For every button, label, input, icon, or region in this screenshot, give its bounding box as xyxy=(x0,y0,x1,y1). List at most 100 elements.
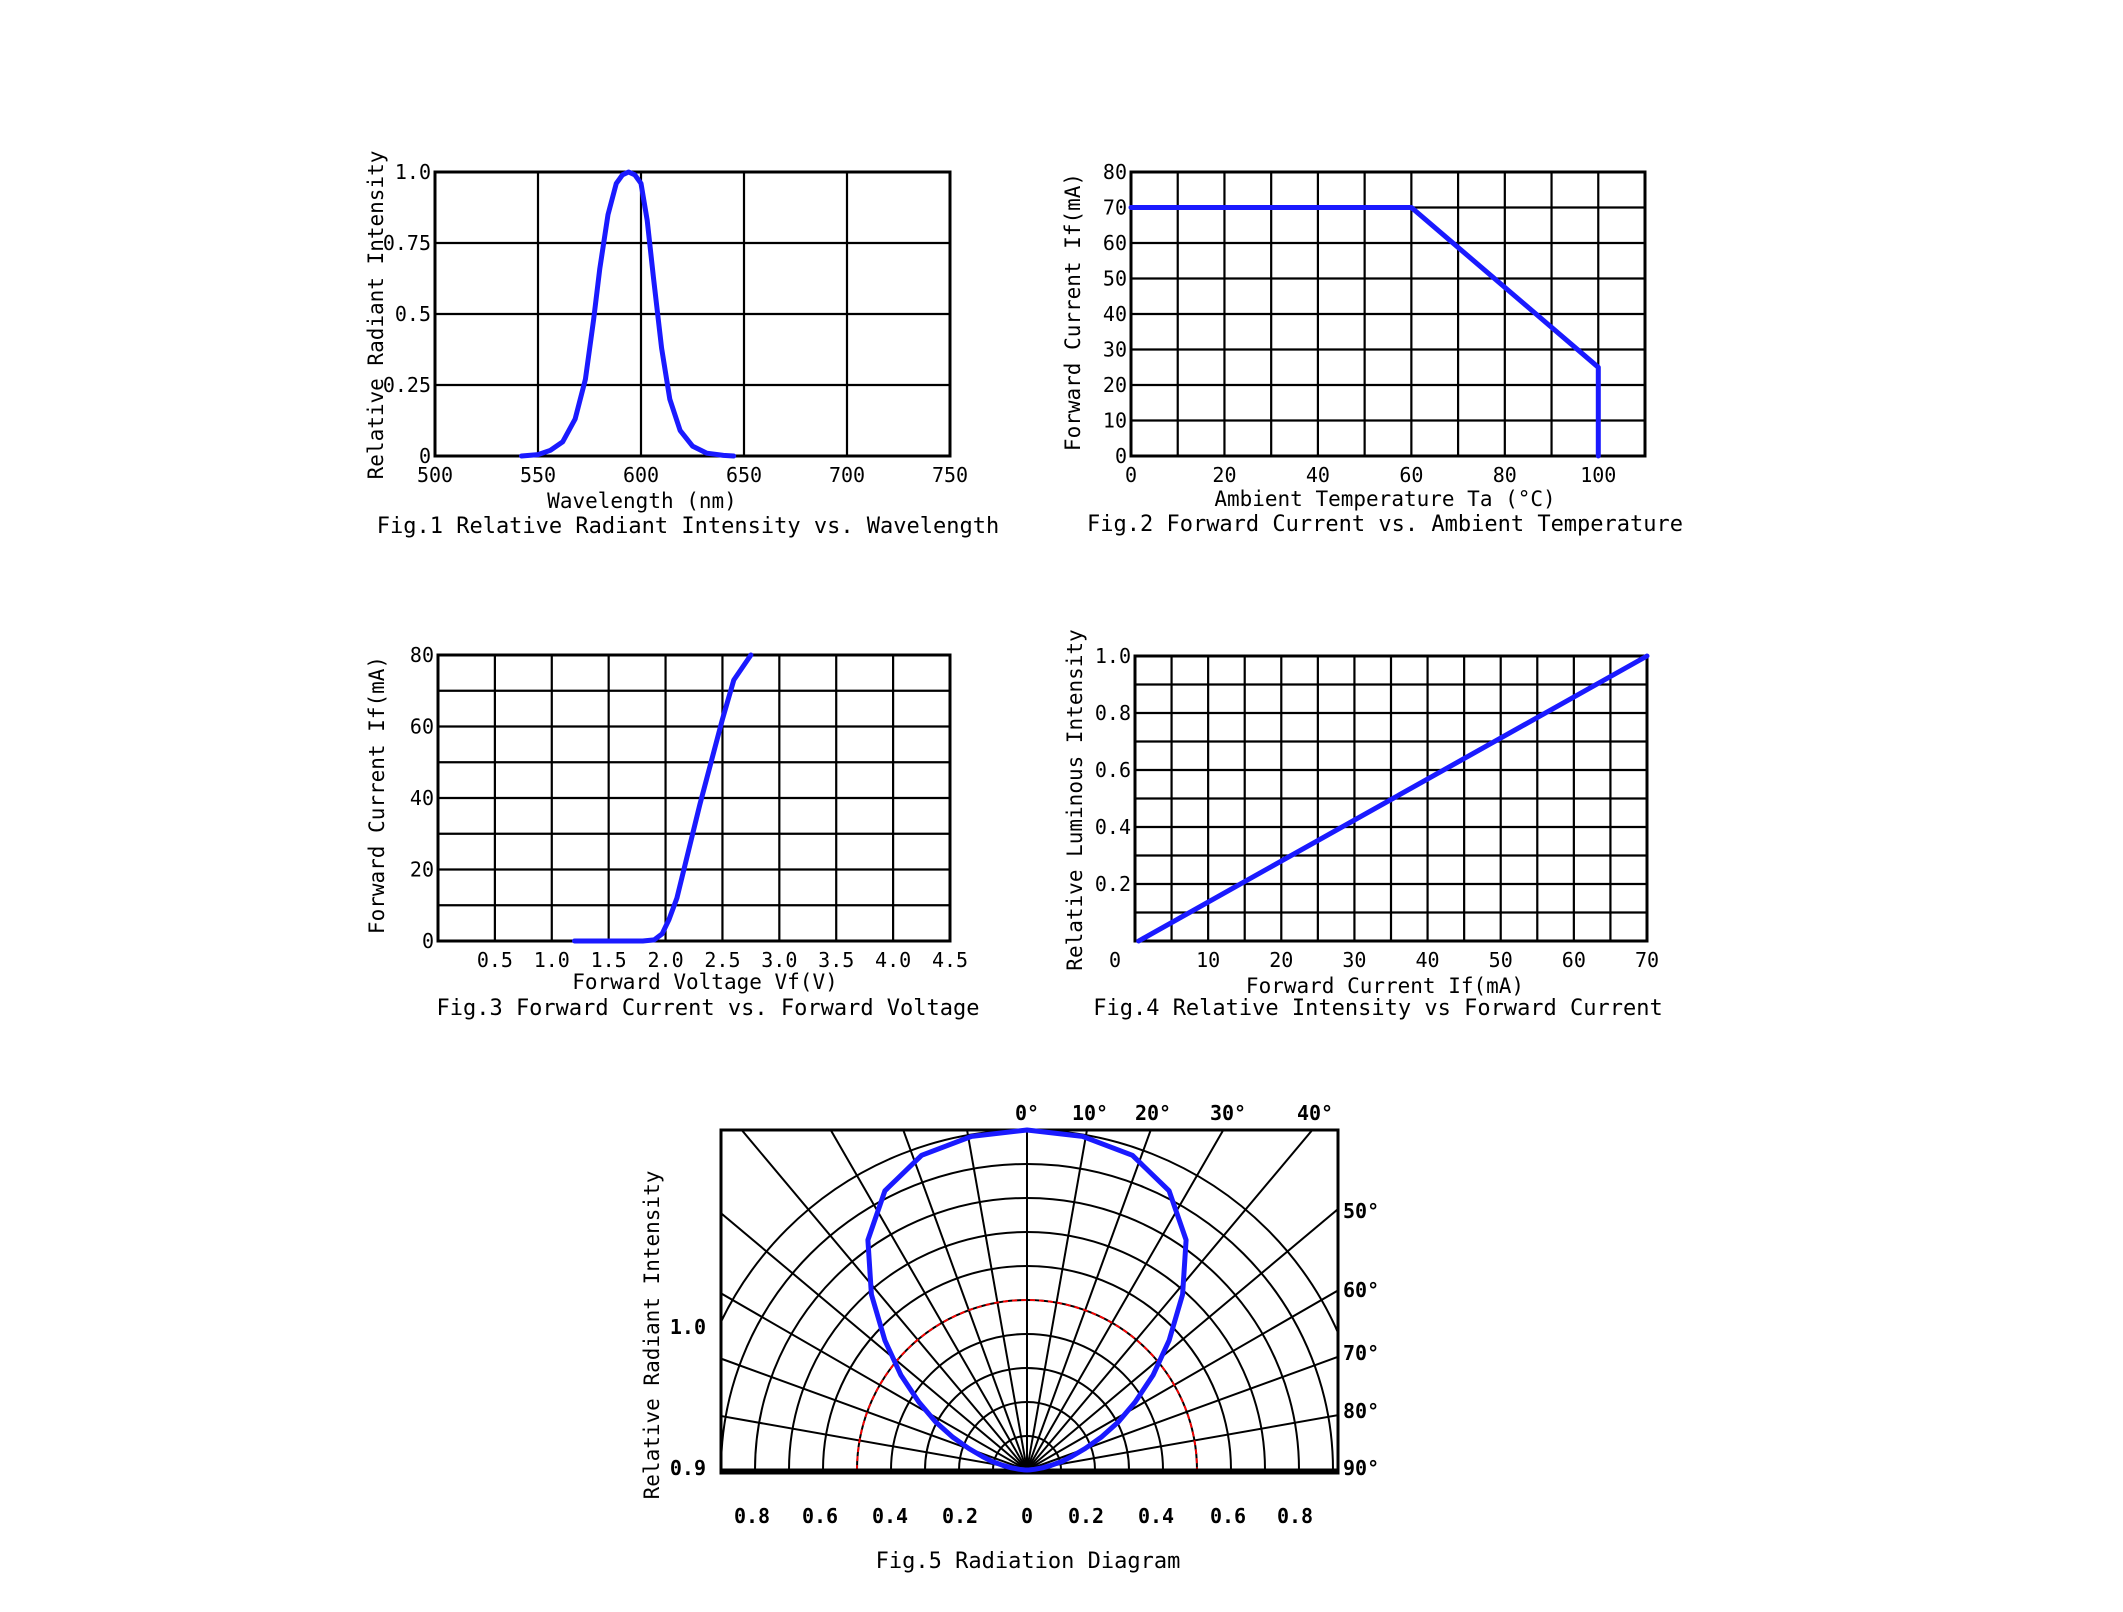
fig1-grid xyxy=(433,170,952,458)
fig5-angle-label: 20° xyxy=(1135,1101,1171,1125)
fig5-angle-label: 90° xyxy=(1343,1456,1379,1480)
fig2-ytick-label: 60 xyxy=(1103,231,1127,255)
fig2-ytick-label: 10 xyxy=(1103,409,1127,433)
fig5-radius-label: 0.6 xyxy=(1210,1504,1246,1528)
fig1-curve xyxy=(519,169,737,459)
fig4-curve xyxy=(1136,653,1650,944)
fig4-chart: 0 10 20 30 40 50 60 70 0.2 0.4 0.6 0.8 1.0 Forward C… xyxy=(1063,629,1663,1021)
fig3-caption: Fig.3 Forward Current vs. Forward Voltag… xyxy=(436,996,979,1021)
fig4-tick-labels: 0 10 20 30 40 50 60 70 0.2 0.4 0.6 0.8 1.0 xyxy=(1095,644,1659,972)
fig3-chart: 0.5 1.0 1.5 2.0 2.5 3.0 3.5 4.0 4.5 0 20 40 60 80 For… xyxy=(365,643,980,1021)
fig3-curve xyxy=(572,652,754,944)
fig1-ylabel: Relative Radiant Intensity xyxy=(364,151,388,480)
fig2-xtick-label: 100 xyxy=(1580,463,1616,487)
fig5-radius-label: 0.4 xyxy=(1138,1504,1174,1528)
fig2-ytick-label: 40 xyxy=(1103,302,1127,326)
fig5-spoke xyxy=(721,1357,1028,1471)
fig5-angle-label: 10° xyxy=(1072,1101,1108,1125)
fig1-xtick-label: 650 xyxy=(726,463,762,487)
fig1-caption: Fig.1 Relative Radiant Intensity vs. Wav… xyxy=(377,514,1000,539)
fig5-spoke xyxy=(1026,1130,1225,1471)
fig3-xtick-label: 3.0 xyxy=(761,948,797,972)
fig5-angle-label: 0° xyxy=(1015,1101,1039,1125)
fig5-spoke xyxy=(721,1211,1028,1471)
fig2-ytick-label: 30 xyxy=(1103,338,1127,362)
fig5-angle-label: 30° xyxy=(1210,1101,1246,1125)
fig4-frame xyxy=(1133,654,1649,943)
fig3-tick-labels: 0.5 1.0 1.5 2.0 2.5 3.0 3.5 4.0 4.5 0 20 40 60 80 xyxy=(410,643,968,972)
fig2-curve xyxy=(1128,205,1601,459)
fig5-angle-label: 70° xyxy=(1343,1341,1379,1365)
fig2-ytick-label: 50 xyxy=(1103,267,1127,291)
fig5-angle-label: 50° xyxy=(1343,1199,1379,1223)
fig2-xtick-label: 0 xyxy=(1125,463,1137,487)
fig2-ytick-label: 20 xyxy=(1103,373,1127,397)
fig5-polar-grid xyxy=(721,1130,1338,1472)
fig3-xtick-label: 3.5 xyxy=(818,948,854,972)
fig3-ytick-label: 80 xyxy=(410,643,434,667)
fig5-left-label: 1.0 xyxy=(670,1315,706,1339)
fig5-spoke xyxy=(1026,1207,1338,1471)
fig2-xtick-label: 20 xyxy=(1212,463,1236,487)
fig5-spoke xyxy=(829,1130,1028,1471)
fig3-xtick-label: 0.5 xyxy=(477,948,513,972)
fig1-xtick-label: 700 xyxy=(829,463,865,487)
fig3-grid xyxy=(436,653,952,943)
fig2-xtick-label: 80 xyxy=(1493,463,1517,487)
fig5-curve xyxy=(865,1127,1189,1473)
fig1-ytick-label: 0.5 xyxy=(395,302,431,326)
fig4-xtick-label: 10 xyxy=(1196,948,1220,972)
fig4-xtick-label: 20 xyxy=(1269,948,1293,972)
fig5-spoke xyxy=(1026,1414,1338,1471)
fig4-xtick-label: 50 xyxy=(1489,948,1513,972)
fig3-xtick-label: 4.0 xyxy=(875,948,911,972)
fig4-ytick-label: 0.6 xyxy=(1095,758,1131,782)
fig2-grid xyxy=(1129,170,1647,458)
fig2-chart: 0 20 40 60 80 100 0 10 20 30 40 50 60 70 80 Ambient Te… xyxy=(1061,160,1683,537)
fig5-radius-label: 0.8 xyxy=(734,1504,770,1528)
fig3-xlabel: Forward Voltage Vf(V) xyxy=(572,970,838,994)
fig3-ylabel: Forward Current If(mA) xyxy=(365,656,389,934)
fig5-angle-label: 80° xyxy=(1343,1399,1379,1423)
fig4-xlabel: Forward Current If(mA) xyxy=(1246,974,1524,998)
fig4-xtick-label: 30 xyxy=(1342,948,1366,972)
fig2-frame xyxy=(1129,170,1647,458)
fig1-ytick-label: 0.75 xyxy=(383,231,431,255)
fig5-radius-label: 0.6 xyxy=(802,1504,838,1528)
fig1-xtick-label: 500 xyxy=(417,463,453,487)
fig3-xtick-label: 4.5 xyxy=(932,948,968,972)
fig2-xtick-label: 40 xyxy=(1306,463,1330,487)
fig4-ytick-label: 0.2 xyxy=(1095,872,1131,896)
fig5-spoke xyxy=(1026,1355,1338,1471)
fig3-ytick-label: 60 xyxy=(410,715,434,739)
fig3-frame xyxy=(436,653,952,943)
fig5-left-label: 0.9 xyxy=(670,1456,706,1480)
fig2-ylabel: Forward Current If(mA) xyxy=(1061,173,1085,451)
fig3-ytick-label: 40 xyxy=(410,786,434,810)
fig5-spoke xyxy=(1026,1130,1088,1471)
fig5-spoke xyxy=(1026,1130,1314,1471)
fig4-xtick-label: 40 xyxy=(1416,948,1440,972)
fig5-spoke xyxy=(721,1292,1028,1471)
fig4-xtick-label: 0 xyxy=(1109,948,1121,972)
fig5-spoke xyxy=(1026,1289,1338,1471)
fig1-ytick-label: 1.0 xyxy=(395,160,431,184)
fig4-ytick-label: 1.0 xyxy=(1095,644,1131,668)
fig5-radius-label: 0.8 xyxy=(1277,1504,1313,1528)
fig2-caption: Fig.2 Forward Current vs. Ambient Temper… xyxy=(1087,512,1683,537)
fig2-xlabel: Ambient Temperature Ta (°C) xyxy=(1214,487,1555,511)
fig3-xtick-label: 2.0 xyxy=(647,948,683,972)
fig3-ytick-label: 20 xyxy=(410,858,434,882)
fig5-ylabel: Relative Radiant Intensity xyxy=(640,1171,664,1500)
fig3-xtick-label: 1.0 xyxy=(534,948,570,972)
fig5-radius-label: 0 xyxy=(1021,1504,1033,1528)
fig3-xtick-label: 2.5 xyxy=(704,948,740,972)
fig1-chart: 500 550 600 650 700 750 0 0.25 0.5 0.75 1.0 Wavele… xyxy=(364,151,999,539)
fig5-labels: 0° 10° 20° 30° 40° 50° 60° 70° 80° 90° 1.0 0.9 0.8 0.… xyxy=(670,1101,1379,1528)
fig1-xtick-label: 550 xyxy=(520,463,556,487)
fig4-xtick-label: 60 xyxy=(1562,948,1586,972)
fig5-caption: Fig.5 Radiation Diagram xyxy=(876,1549,1181,1574)
fig5-spoke xyxy=(721,1415,1028,1471)
fig1-ytick-label: 0.25 xyxy=(383,373,431,397)
